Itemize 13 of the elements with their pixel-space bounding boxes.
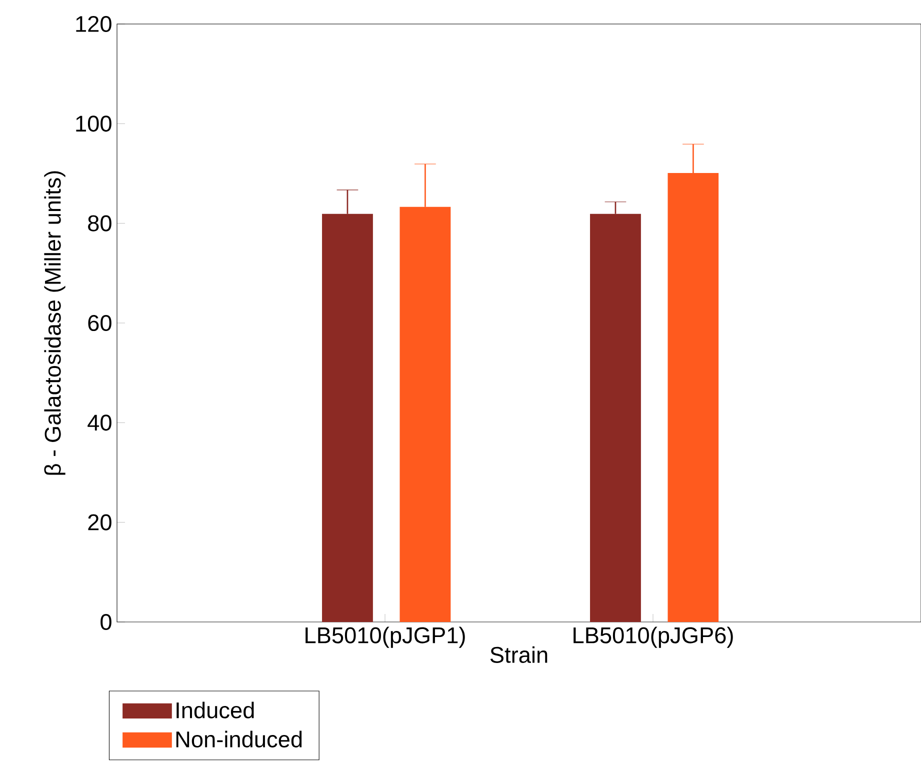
- y-tick-label: 40: [88, 414, 112, 431]
- x-tick-label: LB5010(pJGP1): [306, 626, 465, 648]
- y-tick-label: 0: [100, 614, 112, 630]
- y-axis-title: β - Galactosidase (Miller units): [44, 171, 66, 475]
- y-tick-label: 120: [76, 16, 112, 32]
- x-axis-title: Strain: [490, 646, 548, 663]
- legend-label: Non-induced: [176, 730, 302, 748]
- legend-label: Induced: [176, 702, 254, 718]
- y-tick-label: 100: [76, 116, 112, 132]
- y-tick-label: 60: [88, 314, 112, 332]
- x-tick-label: LB5010(pJGP6): [574, 626, 733, 648]
- y-tick-label: 20: [88, 514, 112, 530]
- y-tick-label: 80: [88, 215, 112, 232]
